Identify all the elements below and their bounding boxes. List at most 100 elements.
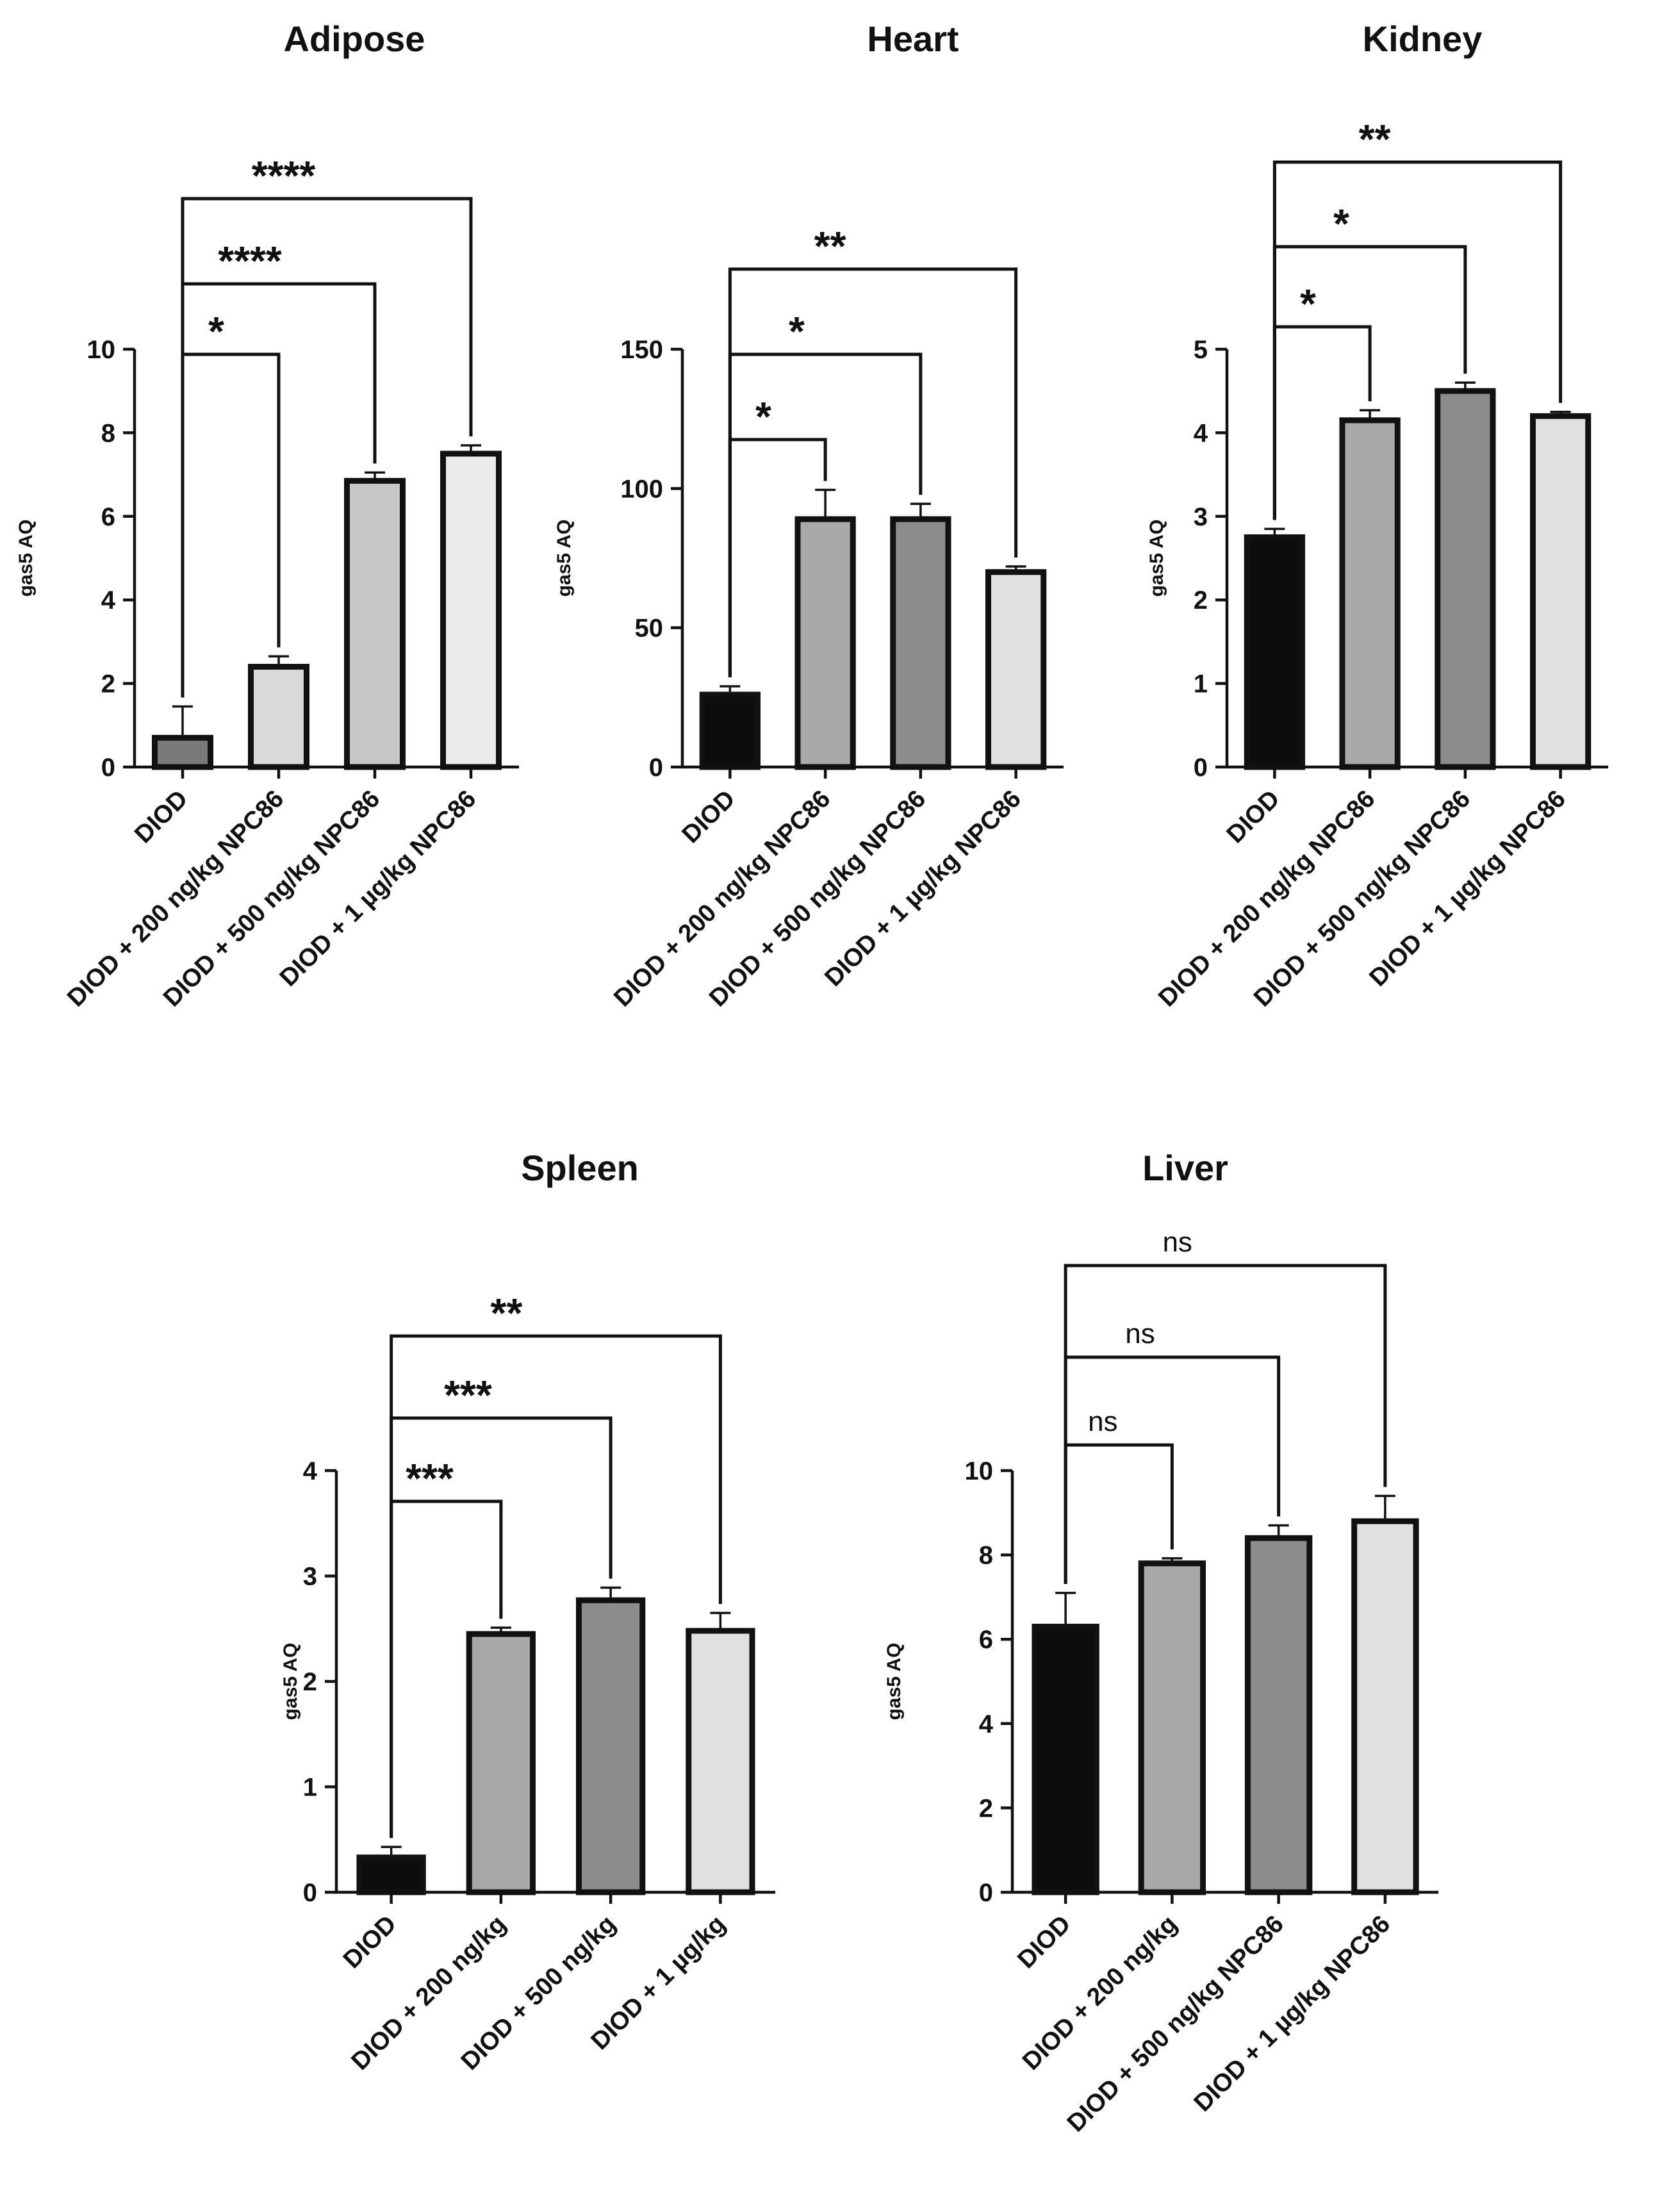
kidney-y-tick-label: 3 xyxy=(1194,503,1208,531)
liver-significance-bracket-3 xyxy=(1064,1264,1387,1584)
spleen-bar-1 xyxy=(356,1854,426,1895)
heart-bar-4 xyxy=(985,569,1047,770)
kidney-bar-2 xyxy=(1339,417,1401,770)
liver-bar-1 xyxy=(1032,1623,1099,1895)
adipose-category-label-4: DIOD + 1 µg/kg NPC86 xyxy=(274,785,481,992)
heart-y-tick-label: 150 xyxy=(620,336,663,364)
heart-significance-label-3: ** xyxy=(814,223,846,269)
heart-category-label-1: DIOD xyxy=(677,785,740,848)
spleen-bar-3 xyxy=(575,1597,646,1895)
spleen-error-bar-3 xyxy=(600,1586,621,1601)
adipose-significance-label-3: **** xyxy=(252,153,316,199)
kidney-significance-label-3: ** xyxy=(1359,116,1391,162)
kidney-error-bar-3 xyxy=(1454,381,1476,392)
adipose-bar-1 xyxy=(152,734,213,770)
adipose-error-bar-2 xyxy=(268,655,289,667)
kidney-significance-bracket-3 xyxy=(1272,160,1563,520)
kidney-y-tick-label: 4 xyxy=(1194,419,1208,447)
liver-error-bar-4 xyxy=(1374,1494,1395,1521)
spleen-y-tick-label: 1 xyxy=(303,1774,317,1802)
adipose-category-label-1: DIOD xyxy=(129,785,193,848)
adipose-y-tick-label: 10 xyxy=(87,336,116,364)
spleen-y-tick-label: 0 xyxy=(303,1879,317,1907)
kidney-error-bar-1 xyxy=(1264,527,1285,538)
adipose-significance-bracket-3 xyxy=(181,197,473,698)
heart-error-bar-2 xyxy=(815,488,836,520)
liver-error-bar-1 xyxy=(1055,1592,1076,1627)
spleen-significance-label-2: *** xyxy=(444,1372,492,1418)
heart-bar-1 xyxy=(699,691,761,770)
kidney-y-tick-label: 0 xyxy=(1194,754,1208,782)
liver-y-axis-label: gas5 AQ xyxy=(884,1643,905,1721)
kidney-title: Kidney xyxy=(1363,19,1483,59)
liver-significance-label-2: ns xyxy=(1125,1318,1155,1349)
spleen-y-tick-label: 2 xyxy=(303,1668,317,1696)
kidney-category-label-4: DIOD + 1 µg/kg NPC86 xyxy=(1364,785,1571,992)
adipose-y-tick-label: 8 xyxy=(101,419,115,447)
liver-error-bar-3 xyxy=(1268,1524,1289,1539)
heart-significance-bracket-3 xyxy=(728,267,1018,677)
liver-y-tick-label: 8 xyxy=(979,1542,993,1570)
liver-category-label-1: DIOD xyxy=(1012,1910,1076,1974)
adipose-bar-3 xyxy=(344,477,406,770)
heart-title: Heart xyxy=(867,19,958,59)
heart-y-tick-label: 100 xyxy=(620,475,663,503)
heart-y-axis-label: gas5 AQ xyxy=(554,520,575,597)
heart-error-bar-1 xyxy=(720,685,741,695)
heart-error-bar-3 xyxy=(910,502,931,520)
spleen-title: Spleen xyxy=(521,1148,639,1188)
heart-bar-2 xyxy=(794,516,856,770)
heart-significance-label-1: * xyxy=(755,393,771,440)
spleen-significance-bracket-3 xyxy=(390,1334,722,1838)
kidney-y-axis-label: gas5 AQ xyxy=(1146,520,1167,597)
kidney-category-label-1: DIOD xyxy=(1221,785,1285,848)
liver-y-tick-label: 6 xyxy=(979,1626,993,1654)
liver-category-label-3: DIOD + 500 ng/kg NPC86 xyxy=(1062,1910,1289,2138)
adipose-error-bar-1 xyxy=(172,705,193,738)
adipose-title: Adipose xyxy=(284,19,425,59)
kidney-significance-label-2: * xyxy=(1333,201,1349,247)
adipose-bar-2 xyxy=(248,664,309,770)
liver-bar-3 xyxy=(1244,1535,1313,1895)
liver-y-tick-label: 0 xyxy=(979,1879,993,1907)
kidney-error-bar-4 xyxy=(1550,411,1571,417)
kidney-y-tick-label: 5 xyxy=(1194,336,1208,364)
liver-bar-2 xyxy=(1138,1560,1206,1895)
heart-y-tick-label: 0 xyxy=(649,754,663,782)
adipose-significance-label-1: * xyxy=(208,308,224,354)
spleen-significance-label-1: *** xyxy=(406,1455,454,1501)
spleen-error-bar-4 xyxy=(710,1612,731,1631)
heart-error-bar-4 xyxy=(1005,565,1026,572)
liver-bar-4 xyxy=(1351,1518,1419,1895)
liver-significance-label-3: ns xyxy=(1162,1226,1192,1258)
liver-y-tick-label: 4 xyxy=(979,1710,994,1738)
heart-y-tick-label: 50 xyxy=(635,615,664,643)
liver-title: Liver xyxy=(1142,1148,1228,1188)
adipose-bar-4 xyxy=(440,450,502,770)
kidney-bar-4 xyxy=(1529,413,1592,770)
liver-y-tick-label: 2 xyxy=(979,1794,993,1822)
heart-significance-label-2: * xyxy=(789,308,805,354)
spleen-y-tick-label: 3 xyxy=(303,1563,317,1591)
adipose-significance-bracket-1 xyxy=(181,352,281,698)
kidney-y-tick-label: 1 xyxy=(1194,670,1208,698)
spleen-y-axis-label: gas5 AQ xyxy=(280,1643,301,1721)
spleen-error-bar-1 xyxy=(381,1845,402,1858)
heart-bar-3 xyxy=(890,516,951,770)
adipose-y-axis-label: gas5 AQ xyxy=(15,520,37,597)
spleen-error-bar-2 xyxy=(490,1626,511,1634)
spleen-category-label-1: DIOD xyxy=(338,1910,402,1974)
spleen-y-tick-label: 4 xyxy=(303,1457,318,1485)
liver-y-tick-label: 10 xyxy=(965,1457,994,1485)
liver-significance-label-1: ns xyxy=(1088,1406,1117,1437)
spleen-significance-label-3: ** xyxy=(491,1290,523,1336)
kidney-bar-3 xyxy=(1435,388,1496,770)
kidney-bar-1 xyxy=(1244,534,1306,770)
spleen-bar-2 xyxy=(466,1631,536,1895)
kidney-y-tick-label: 2 xyxy=(1194,586,1208,615)
